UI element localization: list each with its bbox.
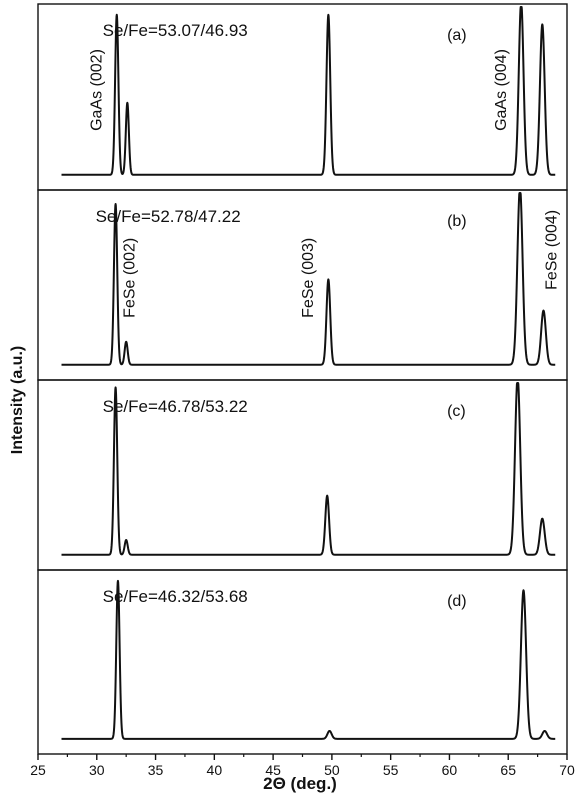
x-tick-label: 50 xyxy=(324,762,340,778)
y-axis-label: Intensity (a.u.) xyxy=(9,346,26,454)
series-line xyxy=(60,192,557,366)
x-axis: 25 30 35 40 45 50 55 60 65 70 xyxy=(30,754,575,778)
x-tick-label: 30 xyxy=(89,762,105,778)
x-tick-label: 35 xyxy=(148,762,164,778)
panel-tag: (b) xyxy=(447,213,467,230)
x-tick-label: 65 xyxy=(500,762,516,778)
composition-label: Se/Fe=52.78/47.22 xyxy=(96,207,241,226)
panel-tag: (d) xyxy=(447,593,467,610)
x-tick-label: 55 xyxy=(383,762,399,778)
x-tick-label: 70 xyxy=(559,762,575,778)
series-line xyxy=(60,382,557,556)
x-tick-label: 25 xyxy=(30,762,46,778)
series-line xyxy=(60,579,557,740)
panel-b: Se/Fe=52.78/47.22 (b) FeSe (002) FeSe (003)… xyxy=(37,189,568,381)
x-axis-label: 2Θ (deg.) xyxy=(263,774,337,793)
peak-annotation: FeSe (002) xyxy=(121,238,138,318)
x-tick-label: 45 xyxy=(265,762,281,778)
panel-a: Se/Fe=53.07/46.93 (a) GaAs (002) GaAs (004) xyxy=(37,3,568,191)
panels-group: Se/Fe=53.07/46.93 (a) GaAs (002) GaAs (004)… xyxy=(37,3,568,755)
x-tick-label: 60 xyxy=(442,762,458,778)
panel-c: Se/Fe=46.78/53.22 (c) xyxy=(37,379,568,571)
peak-annotation: FeSe (004) xyxy=(543,210,560,290)
series-line xyxy=(60,6,557,176)
panel-tag: (c) xyxy=(447,403,466,420)
panel-tag: (a) xyxy=(447,27,467,44)
composition-label: Se/Fe=53.07/46.93 xyxy=(103,21,248,40)
panel-d: Se/Fe=46.32/53.68 (d) xyxy=(37,569,568,755)
x-tick-label: 40 xyxy=(207,762,223,778)
peak-annotation: GaAs (002) xyxy=(89,49,106,131)
peak-annotation: FeSe (003) xyxy=(300,238,317,318)
composition-label: Se/Fe=46.78/53.22 xyxy=(103,397,248,416)
peak-annotation: GaAs (004) xyxy=(493,49,510,131)
composition-label: Se/Fe=46.32/53.68 xyxy=(103,587,248,606)
